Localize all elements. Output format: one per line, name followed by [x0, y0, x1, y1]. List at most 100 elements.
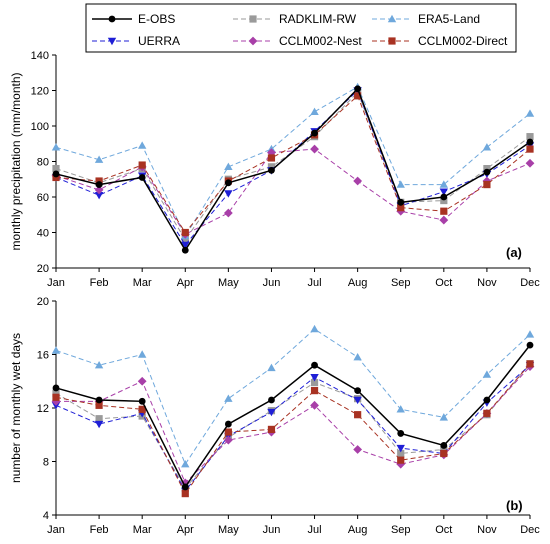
y-tick-label: 4 [43, 510, 49, 522]
y-axis-label-b: number of monthly wet days [9, 333, 23, 483]
data-point [138, 405, 146, 413]
series-line [55, 94, 531, 234]
x-tick-label: Mar [133, 524, 152, 536]
data-point [310, 144, 319, 154]
data-point [310, 107, 319, 115]
data-point [439, 180, 449, 188]
data-point [268, 396, 275, 404]
data-point [526, 138, 534, 146]
data-point [181, 236, 189, 244]
data-point [440, 442, 448, 449]
legend-label: E-OBS [138, 12, 175, 26]
series-line [55, 344, 531, 489]
legend-label: CCLM002-Direct [418, 34, 508, 48]
data-point [353, 352, 362, 361]
y-tick-label: 140 [31, 50, 49, 62]
legend-marker [248, 36, 258, 46]
data-point [311, 129, 318, 137]
data-point [181, 228, 189, 237]
y-tick-label: 100 [31, 121, 49, 133]
data-point [397, 198, 405, 206]
series-cclm002-nest [51, 144, 535, 239]
data-point [137, 376, 147, 386]
x-tick-label: Oct [435, 277, 452, 289]
data-point [354, 92, 362, 100]
data-point [51, 396, 61, 406]
legend-box [85, 3, 517, 53]
data-point [440, 196, 448, 205]
y-tick-label: 12 [37, 403, 49, 415]
x-tick-label: Sep [391, 524, 411, 536]
data-point [353, 396, 362, 405]
data-point [440, 193, 448, 201]
data-point [137, 350, 147, 358]
data-point [181, 490, 189, 498]
data-point [439, 215, 449, 225]
legend-marker [388, 37, 396, 45]
x-tick-label: May [218, 277, 239, 289]
data-point [525, 109, 535, 117]
data-point [354, 85, 362, 93]
data-point [224, 394, 233, 402]
series-line [55, 363, 531, 490]
data-point [526, 133, 534, 141]
series-line [56, 366, 531, 484]
series-e-obs [52, 341, 534, 491]
data-point [268, 166, 275, 174]
legend-entry-e-obs: E-OBS [92, 12, 175, 26]
data-point [267, 408, 276, 417]
series-line [55, 91, 531, 241]
data-point [94, 155, 104, 163]
data-point [267, 363, 276, 372]
series-line [55, 86, 531, 238]
data-point [439, 413, 449, 421]
data-point [181, 483, 189, 491]
data-point [440, 449, 448, 458]
data-point [353, 176, 363, 186]
data-point [310, 324, 319, 333]
panel-label-a: (a) [506, 245, 522, 260]
series-line [55, 148, 531, 235]
y-tick-label: 16 [37, 350, 49, 362]
data-point [483, 165, 491, 173]
data-point [354, 411, 362, 419]
data-point [483, 396, 491, 404]
data-point [94, 185, 104, 195]
data-point [52, 393, 60, 401]
data-point [95, 415, 103, 423]
x-tick-label: Feb [90, 524, 109, 536]
data-point [223, 208, 233, 218]
legend-entry-cclm002-nest: CCLM002-Nest [233, 34, 362, 48]
series-cclm002-direct [52, 92, 534, 237]
y-tick-label: 20 [37, 296, 49, 308]
data-point [224, 179, 232, 187]
data-point [483, 409, 491, 417]
x-tick-label: Dec [520, 524, 540, 536]
data-point [51, 143, 61, 151]
data-point [526, 341, 534, 349]
data-point [267, 425, 276, 433]
data-point [224, 190, 233, 198]
x-tick-label: Nov [477, 524, 497, 536]
y-tick-label: 40 [37, 228, 49, 240]
data-point [310, 387, 319, 395]
data-point [439, 188, 449, 196]
data-point [310, 374, 319, 382]
data-point [311, 361, 318, 369]
data-point [482, 143, 492, 151]
data-point [397, 456, 405, 464]
x-tick-label: Jan [47, 524, 65, 536]
wet-days-panel: 4 8 12 16 20 Jan Feb Mar Apr May Jun Jul Aug Sep Oct No… [9, 296, 540, 536]
legend-marker [249, 15, 257, 23]
data-point [267, 163, 276, 171]
data-point [94, 361, 104, 369]
legend-entry-radklim-rw: RADKLIM-RW [233, 12, 357, 26]
series-line [55, 328, 531, 466]
legend-entry-era5-land: ERA5-Land [372, 12, 480, 26]
data-point [138, 397, 146, 405]
x-tick-label: Aug [348, 524, 368, 536]
y-axis-label-a: monthly precipitation (mm/month) [9, 72, 23, 250]
data-point [52, 173, 60, 182]
data-point [526, 145, 534, 153]
